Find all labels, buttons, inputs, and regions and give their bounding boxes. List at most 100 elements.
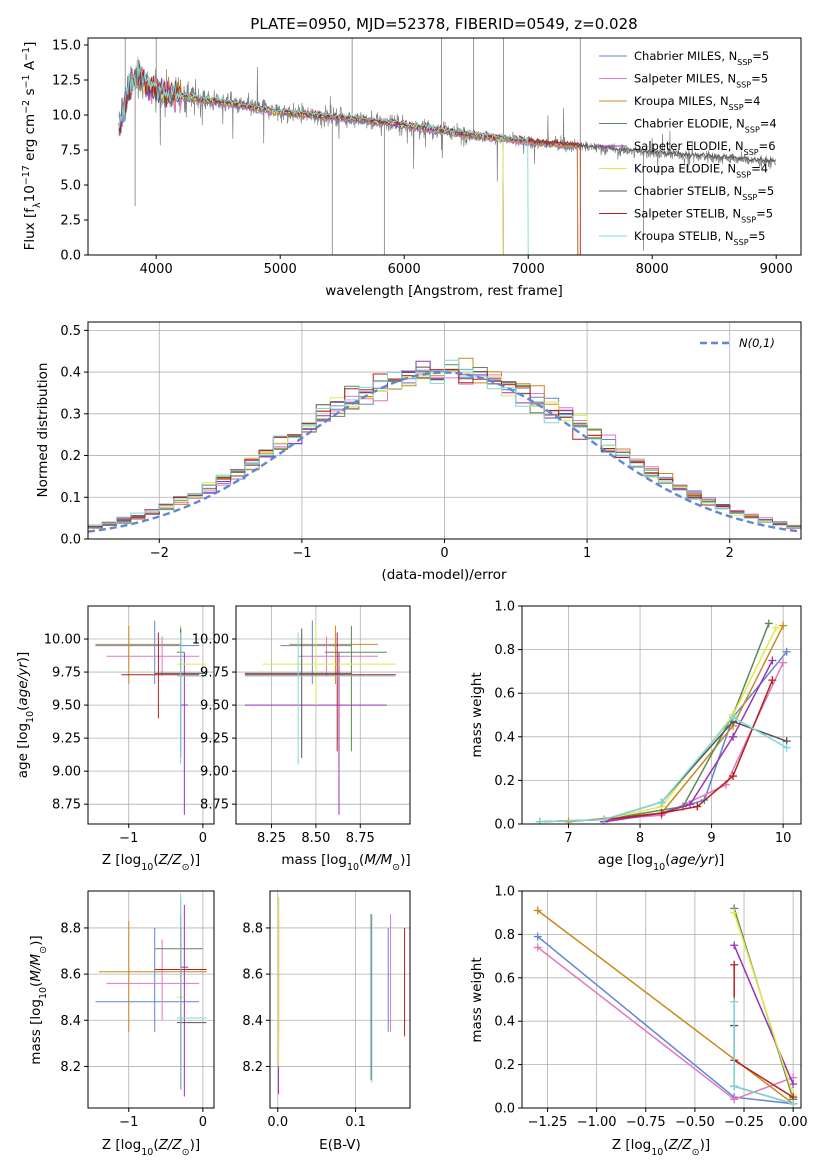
x-tick-label: 9000 xyxy=(760,262,793,277)
errorbar-kroupa-miles xyxy=(99,921,207,1032)
label-part: M/M xyxy=(364,852,392,868)
legend-subscript: SSP xyxy=(734,238,749,247)
label-part: )] xyxy=(400,852,411,868)
x-tick-label: −0.25 xyxy=(724,1115,764,1130)
label-part: −2 xyxy=(21,100,32,114)
weight-marker xyxy=(533,932,542,941)
y-tick-label: 5.0 xyxy=(60,179,81,194)
label-part: Z/Z xyxy=(668,1137,693,1153)
y-tick-label: 0.4 xyxy=(494,1015,515,1030)
y-tick-label: 1.0 xyxy=(494,600,515,615)
label-part: λ xyxy=(32,202,43,208)
errorbar-kroupa-stelib xyxy=(244,632,396,765)
x-tick-label: −0.75 xyxy=(626,1115,666,1130)
y-tick-label: 0.2 xyxy=(494,1058,515,1073)
plot-area-age-vs-Z xyxy=(95,620,207,815)
label-part: ( xyxy=(359,852,364,868)
y-tick-label: 0.0 xyxy=(494,818,515,833)
errorbar-chabrier-miles xyxy=(95,927,200,1032)
y-tick-label: 8.75 xyxy=(200,798,229,813)
y-tick-label: 0.6 xyxy=(494,687,515,702)
label-part: mass [log xyxy=(28,999,44,1065)
x-tick-label: −1 xyxy=(119,1115,138,1130)
label-part: Z/Z xyxy=(158,852,183,868)
errorbar-salpeter-miles xyxy=(106,636,200,677)
label-part: )] xyxy=(190,852,201,868)
y-tick-label: 9.25 xyxy=(52,732,81,747)
y-tick-label: 9.75 xyxy=(200,666,229,681)
weight-series-kroupa-stelib xyxy=(730,997,798,1108)
label-part: −1 xyxy=(21,74,32,88)
x-tick-label: 8.50 xyxy=(301,831,330,846)
y-tick-label: 8.8 xyxy=(242,921,263,936)
x-axis-label: (data-model)/error xyxy=(381,567,507,583)
legend-label-salpeter-elodie: Salpeter ELODIE, NSSP=6 xyxy=(634,139,776,157)
weight-marker xyxy=(779,658,788,667)
weight-marker xyxy=(782,743,791,752)
label-part: ( xyxy=(153,1137,158,1153)
y-tick-label: 9.50 xyxy=(52,699,81,714)
axes-border xyxy=(87,890,215,1109)
errorbar-salpeter-stelib xyxy=(121,632,200,719)
weight-marker xyxy=(768,676,777,685)
y-tick-label: 9.00 xyxy=(52,765,81,780)
label-part: 10 xyxy=(653,862,665,873)
legend-subscript: SSP xyxy=(729,103,744,112)
legend-subscript: SSP xyxy=(741,215,756,224)
label-part: mass [log xyxy=(281,852,347,868)
legend-label-salpeter-stelib: Salpeter STELIB, NSSP=5 xyxy=(634,207,773,225)
y-tick-label: 1.0 xyxy=(494,885,515,900)
axes-frame-weight-vs-Z: −1.25 −1.00 −0.75 −0.50 −0.25 0.00 0.0 0.2 0.4 0.… xyxy=(469,885,808,1158)
label-part: mass weight xyxy=(469,672,485,757)
x-axis-label: Z [log10(Z/Z⊙)] xyxy=(102,852,200,873)
x-tick-label: 5000 xyxy=(264,262,297,277)
weight-marker xyxy=(782,647,791,656)
weight-marker xyxy=(730,960,739,969)
y-axis-label: age [log10(age/yr)] xyxy=(15,652,36,778)
axes-frame-age-vs-mass: 8.25 8.50 8.75 8.75 9.00 9.25 9.50 9.75 10.00 mas… xyxy=(192,605,411,873)
model-fit-kroupa-stelib xyxy=(118,56,529,255)
plot-area-mass-vs-Z xyxy=(95,893,207,1097)
errorbar-chabrier-elodie xyxy=(324,625,387,752)
y-tick-label: 9.75 xyxy=(52,666,81,681)
errorbar-kroupa-stelib xyxy=(176,893,207,1090)
x-axis-label: wavelength [Angstrom, rest frame] xyxy=(325,283,563,299)
weight-marker xyxy=(533,906,542,915)
legend-count: =4 xyxy=(744,94,761,108)
legend-label-chabrier-stelib: Chabrier STELIB, NSSP=5 xyxy=(634,184,774,202)
y-tick-label: 10.00 xyxy=(192,633,229,648)
label-part: E(B-V) xyxy=(319,1137,361,1153)
observed-spectrum xyxy=(118,63,777,182)
x-tick-label: 0.0 xyxy=(267,1115,288,1130)
weight-line xyxy=(537,909,794,1105)
weight-marker xyxy=(771,623,780,632)
x-tick-label: 8000 xyxy=(636,262,669,277)
label-part: ⊙ xyxy=(38,946,49,954)
y-tick-label: 0.3 xyxy=(60,407,81,422)
y-tick-label: 0.2 xyxy=(494,774,515,789)
label-part: Normed distribution xyxy=(35,363,51,498)
weight-marker xyxy=(730,997,739,1006)
weight-marker xyxy=(730,1095,739,1104)
weight-marker xyxy=(789,1080,798,1089)
legend-subscript: SSP xyxy=(742,193,757,202)
label-part: ⊙ xyxy=(692,1147,700,1158)
x-tick-label: 10 xyxy=(775,831,792,846)
y-tick-label: 0.4 xyxy=(494,730,515,745)
y-axis-label: mass weight xyxy=(469,957,485,1042)
y-tick-label: 0.0 xyxy=(60,249,81,264)
plot-area-age-vs-mass xyxy=(244,620,396,815)
x-tick-label: −1.00 xyxy=(577,1115,617,1130)
y-tick-label: 8.8 xyxy=(60,921,81,936)
legend-count: =4 xyxy=(760,117,777,131)
legend-text: Kroupa STELIB, N xyxy=(634,229,734,243)
y-tick-label: 0.8 xyxy=(494,643,515,658)
x-tick-label: 0 xyxy=(199,1115,207,1130)
label-part: )] xyxy=(15,652,31,663)
y-axis-label: mass weight xyxy=(469,672,485,757)
axes-border xyxy=(521,605,802,825)
errorbar-salpeter-stelib xyxy=(244,632,396,752)
weight-marker xyxy=(729,732,738,741)
